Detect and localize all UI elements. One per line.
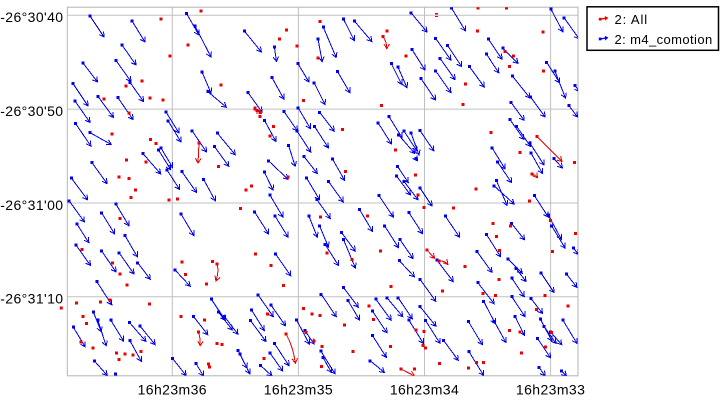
svg-text:-26°31'00: -26°31'00 [0,197,63,213]
svg-text:-26°30'50: -26°30'50 [0,103,63,119]
svg-text:16h23m35: 16h23m35 [264,382,333,398]
svg-text:-26°31'10: -26°31'10 [0,291,63,307]
svg-text:-26°30'40: -26°30'40 [0,9,63,25]
svg-text:16h23m34: 16h23m34 [390,382,459,398]
svg-text:16h23m36: 16h23m36 [138,382,207,398]
svg-text:2: All: 2: All [615,12,649,27]
svg-text:2: m4_comotion: 2: m4_comotion [615,32,713,47]
svg-text:16h23m33: 16h23m33 [516,382,585,398]
